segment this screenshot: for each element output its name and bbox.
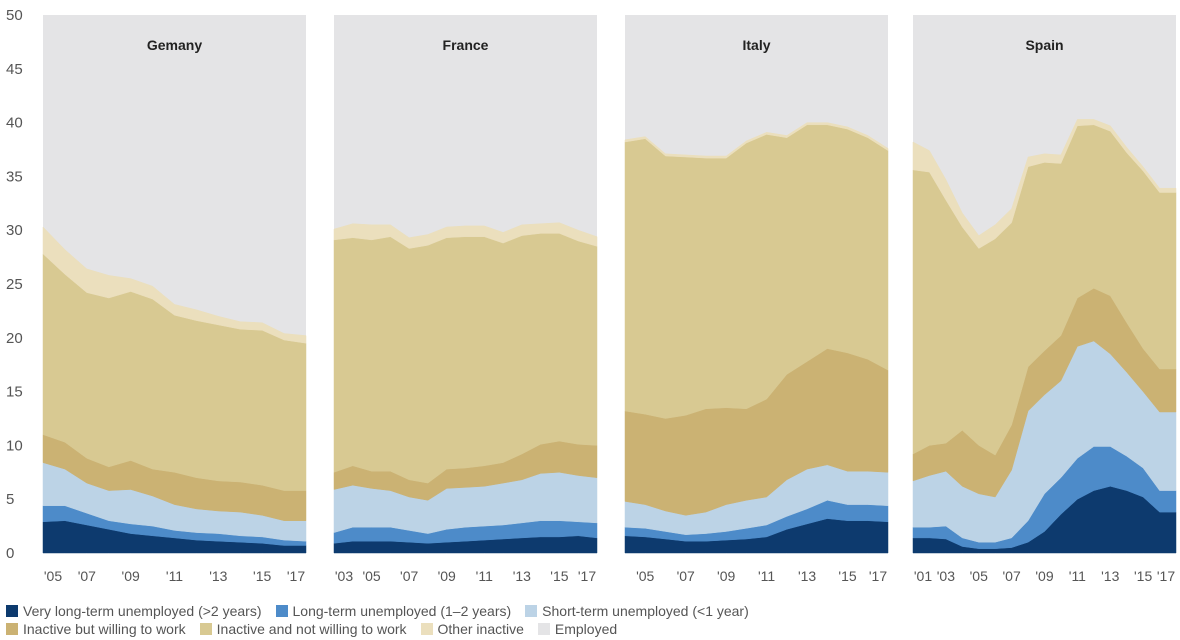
x-tick-label: '17 [287, 568, 305, 584]
y-tick-label: 0 [6, 545, 14, 562]
x-tick-label: '09 [438, 568, 456, 584]
legend-swatch [537, 623, 550, 635]
chart-panels: Gemany '05 '07 '09 '11 '13 '15 '17 France '03 '05 '… [42, 15, 1177, 584]
x-tick-label: '01 [914, 568, 932, 584]
area-other-inactive [42, 226, 307, 344]
x-tick-label: '03 [937, 568, 955, 584]
panel-italy: Italy '05 '07 '09 '11 '13 '15 '17 [624, 15, 889, 584]
x-tick-label: '03 [335, 568, 353, 584]
area-other-inactive [624, 122, 889, 159]
y-tick-label: 35 [6, 168, 23, 185]
y-tick-label: 15 [6, 384, 23, 401]
legend-swatch [275, 605, 288, 617]
legend-swatch [525, 605, 538, 617]
legend: Very long-term unemployed (>2 years) Long… [6, 602, 1176, 638]
x-tick-label: '15 [253, 568, 271, 584]
y-tick-label: 25 [6, 276, 23, 293]
x-tick-label: '17 [1157, 568, 1175, 584]
y-tick-label: 5 [6, 491, 14, 508]
y-axis: 0 5 10 15 20 25 30 35 40 45 50 [6, 7, 23, 562]
legend-row: Inactive but willing to work Inactive and… [6, 620, 1176, 638]
x-tick-label: '13 [513, 568, 531, 584]
legend-item-very-long-term-unemployed: Very long-term unemployed (>2 years) [6, 602, 262, 620]
x-tick-label: '11 [758, 568, 775, 584]
legend-label: Very long-term unemployed (>2 years) [23, 603, 262, 619]
legend-item-short-term-unemployed: Short-term unemployed (<1 year) [525, 602, 749, 620]
x-tick-label: '13 [1101, 568, 1119, 584]
x-tick-label: '09 [122, 568, 140, 584]
area-other-inactive [912, 119, 1177, 249]
x-tick-label: '07 [1003, 568, 1021, 584]
x-tick-label: '17 [869, 568, 887, 584]
x-tick-label: '07 [677, 568, 695, 584]
panel-spain: Spain '01 '03 '05 '07 '09 '11 '13 '15 '17 [912, 15, 1177, 584]
legend-item-inactive-willing: Inactive but willing to work [6, 620, 186, 638]
x-tick-label: '07 [78, 568, 96, 584]
legend-row: Very long-term unemployed (>2 years) Long… [6, 602, 1176, 620]
y-tick-label: 20 [6, 330, 23, 347]
y-tick-label: 45 [6, 61, 23, 78]
stacked-area-chart: 0 5 10 15 20 25 30 35 40 45 50 Gemany '05 '07 '09 '11 '… [6, 7, 1177, 584]
area-other-inactive [333, 222, 598, 249]
legend-swatch [199, 623, 212, 635]
panel-title: Spain [1025, 37, 1063, 53]
x-tick-label: '05 [970, 568, 988, 584]
legend-item-long-term-unemployed: Long-term unemployed (1–2 years) [275, 602, 512, 620]
y-tick-label: 40 [6, 115, 23, 132]
legend-label: Other inactive [437, 621, 524, 637]
legend-item-inactive-not-willing: Inactive and not willing to work [199, 620, 407, 638]
panel-gemany: Gemany '05 '07 '09 '11 '13 '15 '17 [42, 15, 307, 584]
legend-label: Short-term unemployed (<1 year) [542, 603, 749, 619]
x-tick-label: '15 [1134, 568, 1152, 584]
y-tick-label: 50 [6, 7, 23, 24]
y-tick-label: 30 [6, 222, 23, 239]
x-tick-label: '15 [838, 568, 856, 584]
x-tick-label: '07 [400, 568, 418, 584]
x-tick-label: '05 [362, 568, 380, 584]
x-tick-label: '11 [1069, 568, 1086, 584]
x-tick-label: '13 [798, 568, 816, 584]
panel-title: France [443, 37, 489, 53]
panel-title: Italy [742, 37, 770, 53]
legend-swatch [420, 623, 433, 635]
legend-item-other-inactive: Other inactive [420, 620, 524, 638]
x-tick-label: '15 [550, 568, 568, 584]
legend-swatch [6, 605, 18, 617]
x-tick-label: '09 [1035, 568, 1053, 584]
panel-france: France '03 '05 '07 '09 '11 '13 '15 '17 [333, 15, 598, 584]
legend-swatch [6, 623, 18, 635]
x-tick-label: '09 [717, 568, 735, 584]
x-tick-label: '13 [209, 568, 227, 584]
x-tick-label: '17 [578, 568, 596, 584]
legend-label: Long-term unemployed (1–2 years) [292, 603, 512, 619]
x-tick-label: '11 [476, 568, 493, 584]
panel-title: Gemany [147, 37, 202, 53]
legend-label: Inactive but willing to work [23, 621, 186, 637]
x-tick-label: '05 [636, 568, 654, 584]
x-tick-label: '05 [44, 568, 62, 584]
legend-label: Inactive and not willing to work [216, 621, 407, 637]
legend-label: Employed [554, 621, 618, 637]
legend-item-employed: Employed [537, 620, 618, 638]
x-tick-label: '11 [166, 568, 183, 584]
y-tick-label: 10 [6, 437, 23, 454]
